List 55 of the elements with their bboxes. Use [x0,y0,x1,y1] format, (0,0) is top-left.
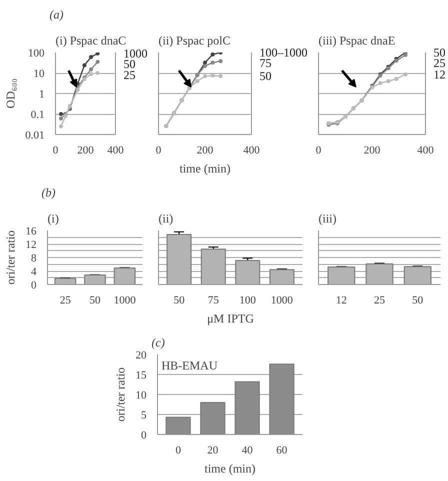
y-tick-label: 0.01 [25,130,44,142]
y-tick-label: 12 [26,239,36,251]
x-tick-label: 100 [239,294,256,306]
text: (a) [50,8,64,22]
x-tick-label: 0 [52,144,59,156]
y-tick-label: 4 [31,266,37,278]
y-axis-title: ori/ter ratio [114,367,128,422]
x-axis-title: time (min) [180,162,231,176]
y-tick-label: 8 [31,252,37,264]
x-tick-label: 50 [412,294,424,306]
x-tick-label: 400 [243,144,260,156]
y-tick-label: 10 [136,390,147,402]
chart-title: (iii) [318,212,336,226]
x-tick-label: 200 [77,144,94,156]
x-tick-label: 400 [107,144,124,156]
x-tick-label: 25 [374,294,386,306]
x-tick-label: 20 [207,444,219,456]
x-tick-label: 200 [196,144,214,156]
x-tick-label: 400 [417,144,434,156]
chart-title: (i) Pspac dnaC [56,34,126,48]
x-tick-label: 1000 [114,294,136,306]
x-tick-label: 200 [364,144,381,156]
x-tick-label: 40 [242,444,254,456]
y-tick-label: 1 [39,88,44,100]
x-tick-label: 75 [208,294,220,306]
annotation: HB-EMAU [162,358,218,372]
chart-title: (ii) Pspac polC [158,34,230,48]
chart-title: (iii) Pspac dnaE [318,34,396,48]
x-tick-label: 1000 [270,294,294,306]
text: 50 [260,69,272,84]
y-tick-label: 0 [31,280,37,292]
y-tick-label: 16 [26,226,37,238]
y-axis-title: OD₆₀₀ [3,78,18,108]
x-tick-label: 50 [174,294,186,306]
x-tick-label: 50 [90,294,101,306]
x-axis-title: time (min) [204,462,256,476]
x-tick-label: 0 [316,144,322,156]
chart-title: (ii) [158,212,174,226]
y-tick-label: 10 [34,68,45,80]
x-tick-label: 25 [60,294,72,306]
x-tick-label: 0 [156,144,162,156]
x-axis-title: μM IPTG [207,312,254,326]
x-tick-label: 0 [175,444,182,456]
text: (b) [42,186,56,200]
chart-title: (i) [48,212,59,226]
y-tick-label: 20 [136,350,147,362]
y-tick-label: 5 [141,410,147,422]
y-tick-label: 0.1 [30,109,44,121]
x-tick-label: 12 [336,294,347,306]
y-axis-title: ori/ter ratio [4,230,18,285]
y-tick-label: 100 [28,48,45,60]
y-tick-label: 15 [136,370,147,382]
y-tick-label: 0 [141,430,147,442]
text: (c) [152,336,165,350]
x-tick-label: 60 [276,444,288,456]
